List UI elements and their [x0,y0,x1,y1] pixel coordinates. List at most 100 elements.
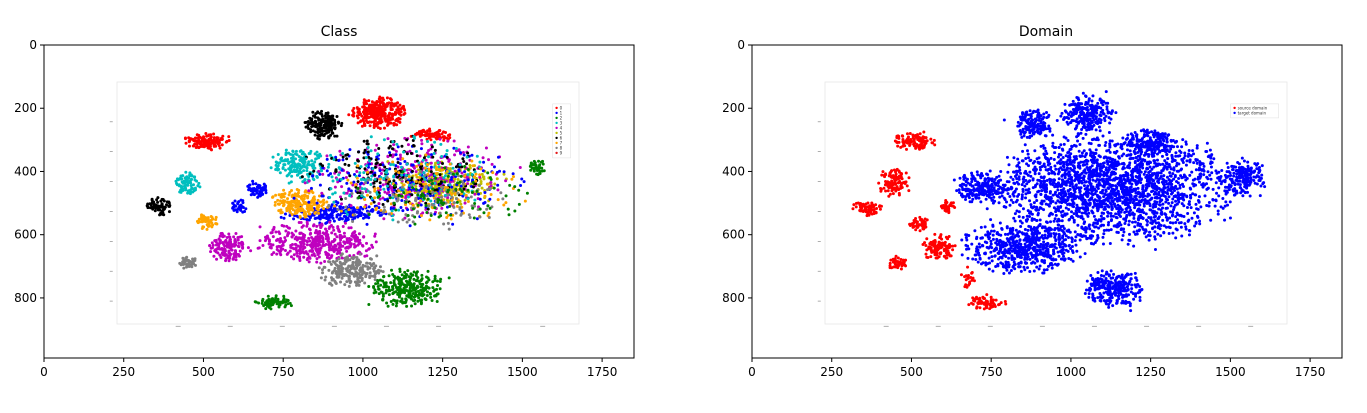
scatter-point [424,298,428,302]
scatter-point [270,231,274,234]
scatter-point [397,208,401,212]
scatter-point [400,199,404,202]
scatter-point [492,186,496,190]
scatter-point [393,276,397,280]
scatter-point [161,208,165,212]
class-points [145,95,546,311]
scatter-point [896,144,900,148]
scatter-point [313,166,317,170]
scatter-point [293,169,297,173]
scatter-point [376,186,380,190]
scatter-point [353,216,357,220]
scatter-point [384,117,388,121]
scatter-point [325,154,329,158]
scatter-point [288,207,292,211]
scatter-point [981,295,985,299]
scatter-point [261,244,265,248]
scatter-point [434,293,438,297]
scatter-point [392,175,396,179]
scatter-point [296,173,300,177]
scatter-point [439,189,443,193]
scatter-point [347,187,351,191]
scatter-point [383,112,387,116]
scatter-point [896,134,900,138]
scatter-point [337,158,341,162]
scatter-point [944,205,948,209]
scatter-point [234,231,238,235]
scatter-point [413,222,417,226]
scatter-point [356,186,360,190]
scatter-point [392,290,396,294]
scatter-point [269,246,273,250]
scatter-point [280,159,284,163]
scatter-point [379,283,383,287]
scatter-point [435,300,439,304]
scatter-point [879,187,883,190]
scatter-point [507,213,511,217]
scatter-point [358,252,362,256]
scatter-point [298,248,302,252]
scatter-point [411,291,415,295]
scatter-point [240,243,244,247]
scatter-point [271,195,275,199]
scatter-point [441,162,445,165]
scatter-point [438,137,442,141]
scatter-point [369,149,373,153]
scatter-point [423,173,427,177]
y-tick-label: 0 [29,38,37,52]
scatter-point [337,250,341,254]
scatter-point [330,254,334,258]
scatter-point [969,275,973,279]
scatter-point [433,140,437,144]
scatter-point [453,169,457,173]
scatter-point [279,253,283,257]
scatter-point [892,265,896,269]
scatter-point [187,189,191,193]
scatter-point [381,183,385,187]
scatter-point [463,174,467,178]
scatter-point [236,244,240,248]
scatter-point [311,110,315,114]
scatter-point [445,216,449,220]
scatter-point [271,235,275,239]
scatter-point [479,179,483,183]
scatter-point [918,215,922,219]
scatter-point [482,211,486,215]
scatter-point [324,250,328,254]
scatter-point [401,170,405,174]
scatter-point [283,163,287,167]
scatter-point [318,183,322,187]
scatter-point [475,217,479,221]
scatter-point [537,166,541,170]
scatter-point [966,265,970,269]
scatter-point [412,270,416,274]
scatter-point [437,215,441,219]
legend-marker [555,131,558,135]
scatter-point [329,153,333,157]
scatter-point [322,207,326,211]
scatter-point [531,163,535,167]
scatter-point [387,285,391,289]
scatter-point [440,195,443,199]
scatter-point [914,135,918,139]
scatter-point [387,212,391,216]
scatter-point [459,151,463,155]
scatter-point [466,178,470,182]
scatter-point [210,225,214,229]
scatter-point [333,279,337,283]
scatter-point [382,138,386,142]
scatter-point [398,286,402,290]
scatter-point [397,189,401,193]
scatter-point [979,300,983,304]
scatter-point [353,161,357,165]
scatter-point [409,296,413,300]
scatter-point [406,214,410,218]
scatter-point [148,206,152,210]
scatter-point [465,162,469,166]
scatter-point [302,169,306,173]
scatter-point [271,155,275,159]
scatter-point [399,280,403,284]
scatter-point [355,169,359,173]
scatter-point [343,234,347,238]
